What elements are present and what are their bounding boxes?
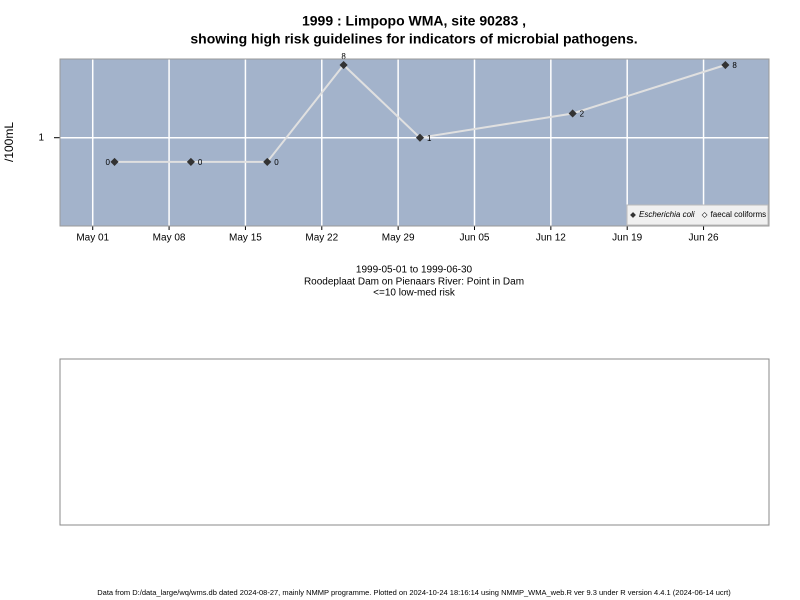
legend-marker — [701, 212, 708, 218]
x-tick-label: Jun 19 — [612, 233, 642, 244]
data-point — [568, 109, 577, 118]
chart-subtitle: showing high risk guidelines for indicat… — [190, 31, 637, 47]
data-label: 0 — [106, 158, 111, 167]
y-tick-label: 1 — [38, 132, 44, 143]
data-point — [110, 157, 119, 167]
data-label: 0 — [274, 158, 279, 167]
caption: 1999-05-01 to 1999-06-30 — [356, 265, 473, 276]
data-label: 2 — [580, 110, 585, 119]
plot-border — [59, 58, 770, 227]
x-tick-label: Jun 12 — [536, 233, 566, 244]
data-label: 8 — [732, 61, 737, 70]
data-point — [339, 60, 348, 70]
data-point — [415, 133, 425, 142]
data-label: 0 — [198, 158, 203, 167]
y-axis-label: /100mL — [2, 122, 16, 162]
legend-label: faecal coliforms — [711, 210, 767, 219]
plot-background — [60, 59, 769, 226]
legend-marker — [630, 212, 636, 218]
data-label: 8 — [341, 52, 346, 61]
caption: Roodeplaat Dam on Pienaars River: Point … — [304, 277, 524, 288]
x-tick-label: May 01 — [76, 233, 109, 244]
x-tick-label: May 08 — [153, 233, 186, 244]
data-point — [186, 157, 195, 167]
x-tick-label: May 29 — [382, 233, 415, 244]
footer: Data from D:/data_large/wq/wms.db dated … — [97, 588, 731, 597]
x-tick-label: Jun 05 — [459, 233, 489, 244]
data-label: 1 — [427, 134, 432, 143]
data-point — [721, 60, 730, 70]
x-tick-label: May 15 — [229, 233, 262, 244]
caption: <=10 low-med risk — [373, 288, 456, 299]
empty-panel — [59, 358, 770, 526]
x-tick-label: Jun 26 — [689, 233, 719, 244]
data-point — [263, 157, 272, 167]
chart-title: 1999 : Limpopo WMA, site 90283 , — [302, 13, 526, 29]
x-tick-label: May 22 — [305, 233, 338, 244]
legend-label: Escherichia coli — [639, 210, 695, 219]
legend-box — [626, 204, 769, 226]
